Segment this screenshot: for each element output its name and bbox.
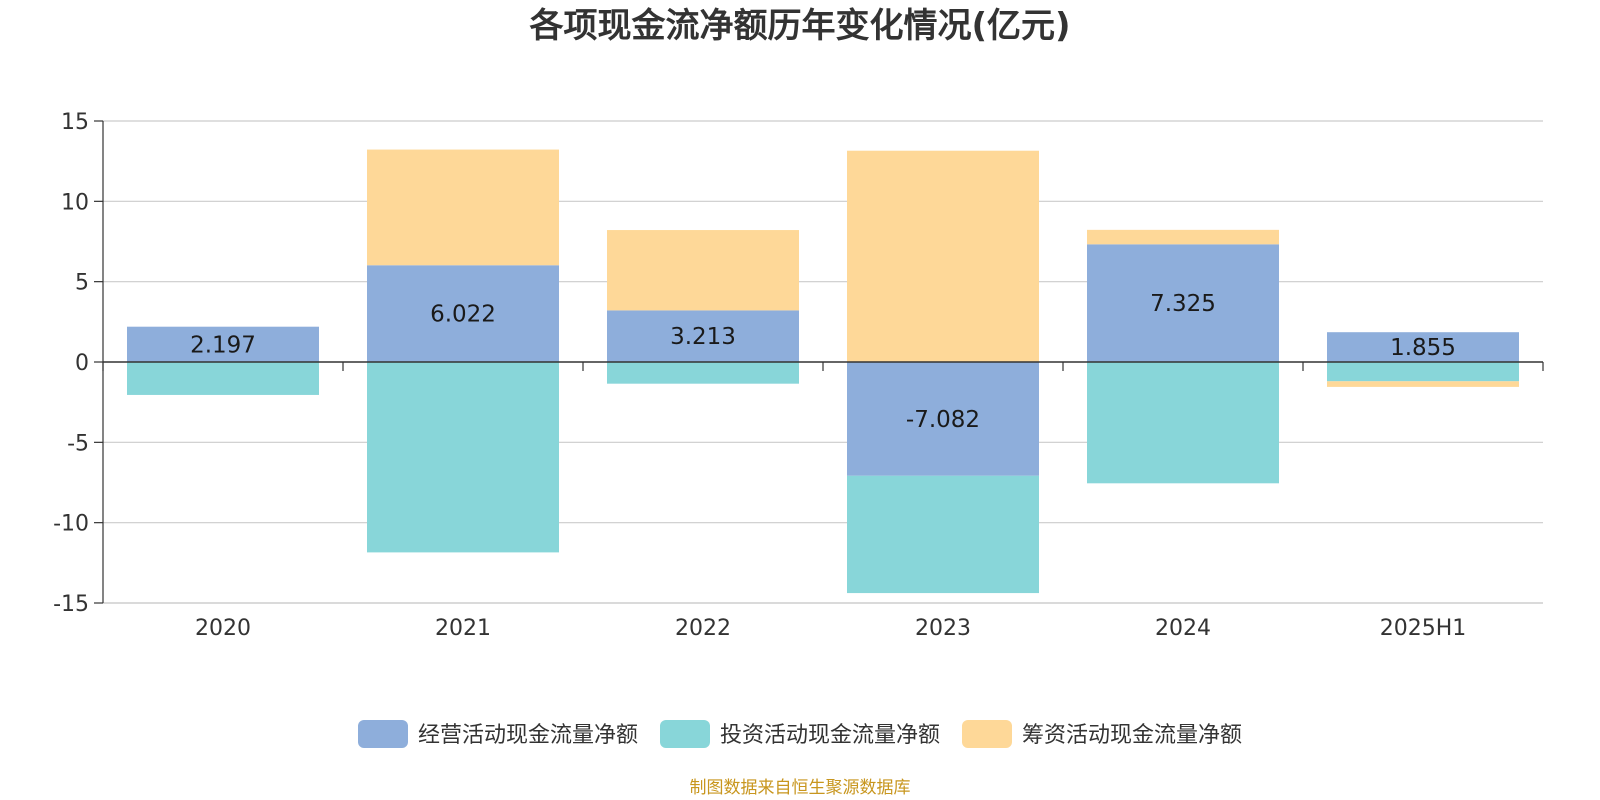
x-tick-label: 2021 (435, 616, 491, 641)
bar-2021-series-3 (367, 149, 559, 266)
y-tick-label: 5 (75, 271, 89, 296)
bar-2023-series-2 (847, 475, 1039, 594)
legend: 经营活动现金流量净额 投资活动现金流量净额 筹资活动现金流量净额 (358, 720, 1242, 748)
legend-swatch-1[interactable] (358, 720, 408, 748)
legend-label-2[interactable]: 投资活动现金流量净额 (720, 723, 940, 748)
legend-swatch-2[interactable] (660, 720, 710, 748)
x-tick-label: 2022 (675, 616, 731, 641)
x-tick-label: 2025H1 (1380, 616, 1467, 641)
bar-2024-series-2 (1087, 362, 1279, 484)
bar-2020-series-1 (127, 326, 319, 362)
bar-2025H1-series-1 (1327, 332, 1519, 362)
data-label-2020: 2.197 (190, 332, 256, 358)
data-label-2023: -7.082 (906, 407, 980, 433)
bar-2025H1-series-3 (1327, 381, 1519, 387)
bar-2020-series-2 (127, 362, 319, 395)
data-label-2022: 3.213 (670, 324, 736, 350)
data-label-2024: 7.325 (1150, 291, 1216, 317)
y-tick-label: 0 (75, 351, 89, 376)
data-label-2021: 6.022 (430, 302, 496, 328)
bar-2024-series-1 (1087, 244, 1279, 362)
bar-2022-series-2 (607, 362, 799, 384)
grid-lines (103, 120, 1543, 604)
bar-2021-series-2 (367, 362, 559, 553)
bar-2022-series-3 (607, 230, 799, 311)
source-note: 制图数据来自恒生聚源数据库 (690, 778, 911, 798)
bar-2022-series-1 (607, 310, 799, 362)
legend-label-1[interactable]: 经营活动现金流量净额 (418, 723, 638, 748)
x-tick-label: 2024 (1155, 616, 1211, 641)
bar-2021-series-1 (367, 265, 559, 362)
legend-label-3[interactable]: 筹资活动现金流量净额 (1022, 723, 1242, 748)
y-tick-label: -15 (53, 592, 89, 617)
legend-swatch-3[interactable] (962, 720, 1012, 748)
bar-2024-series-3 (1087, 229, 1279, 245)
data-label-2025H1: 1.855 (1390, 335, 1456, 361)
y-tick-label: -10 (53, 512, 89, 537)
bar-2023-series-3 (847, 150, 1039, 362)
data-labels: 2.197 6.022 3.213 -7.082 7.325 1.855 (190, 291, 1456, 433)
bar-2025H1-series-2 (1327, 362, 1519, 382)
bars (127, 149, 1519, 594)
y-tick-label: 15 (61, 110, 89, 135)
bar-2023-series-1 (847, 362, 1039, 476)
chart-title: 各项现金流净额历年变化情况(亿元) (529, 6, 1070, 46)
y-tick-label: -5 (67, 431, 89, 456)
x-tick-label: 2023 (915, 616, 971, 641)
y-tick-label: 10 (61, 190, 89, 215)
x-tick-label: 2020 (195, 616, 251, 641)
axes: -15 -10 -5 0 5 10 15 2020 2021 2022 2023 2024 2025H1 (53, 110, 1544, 641)
